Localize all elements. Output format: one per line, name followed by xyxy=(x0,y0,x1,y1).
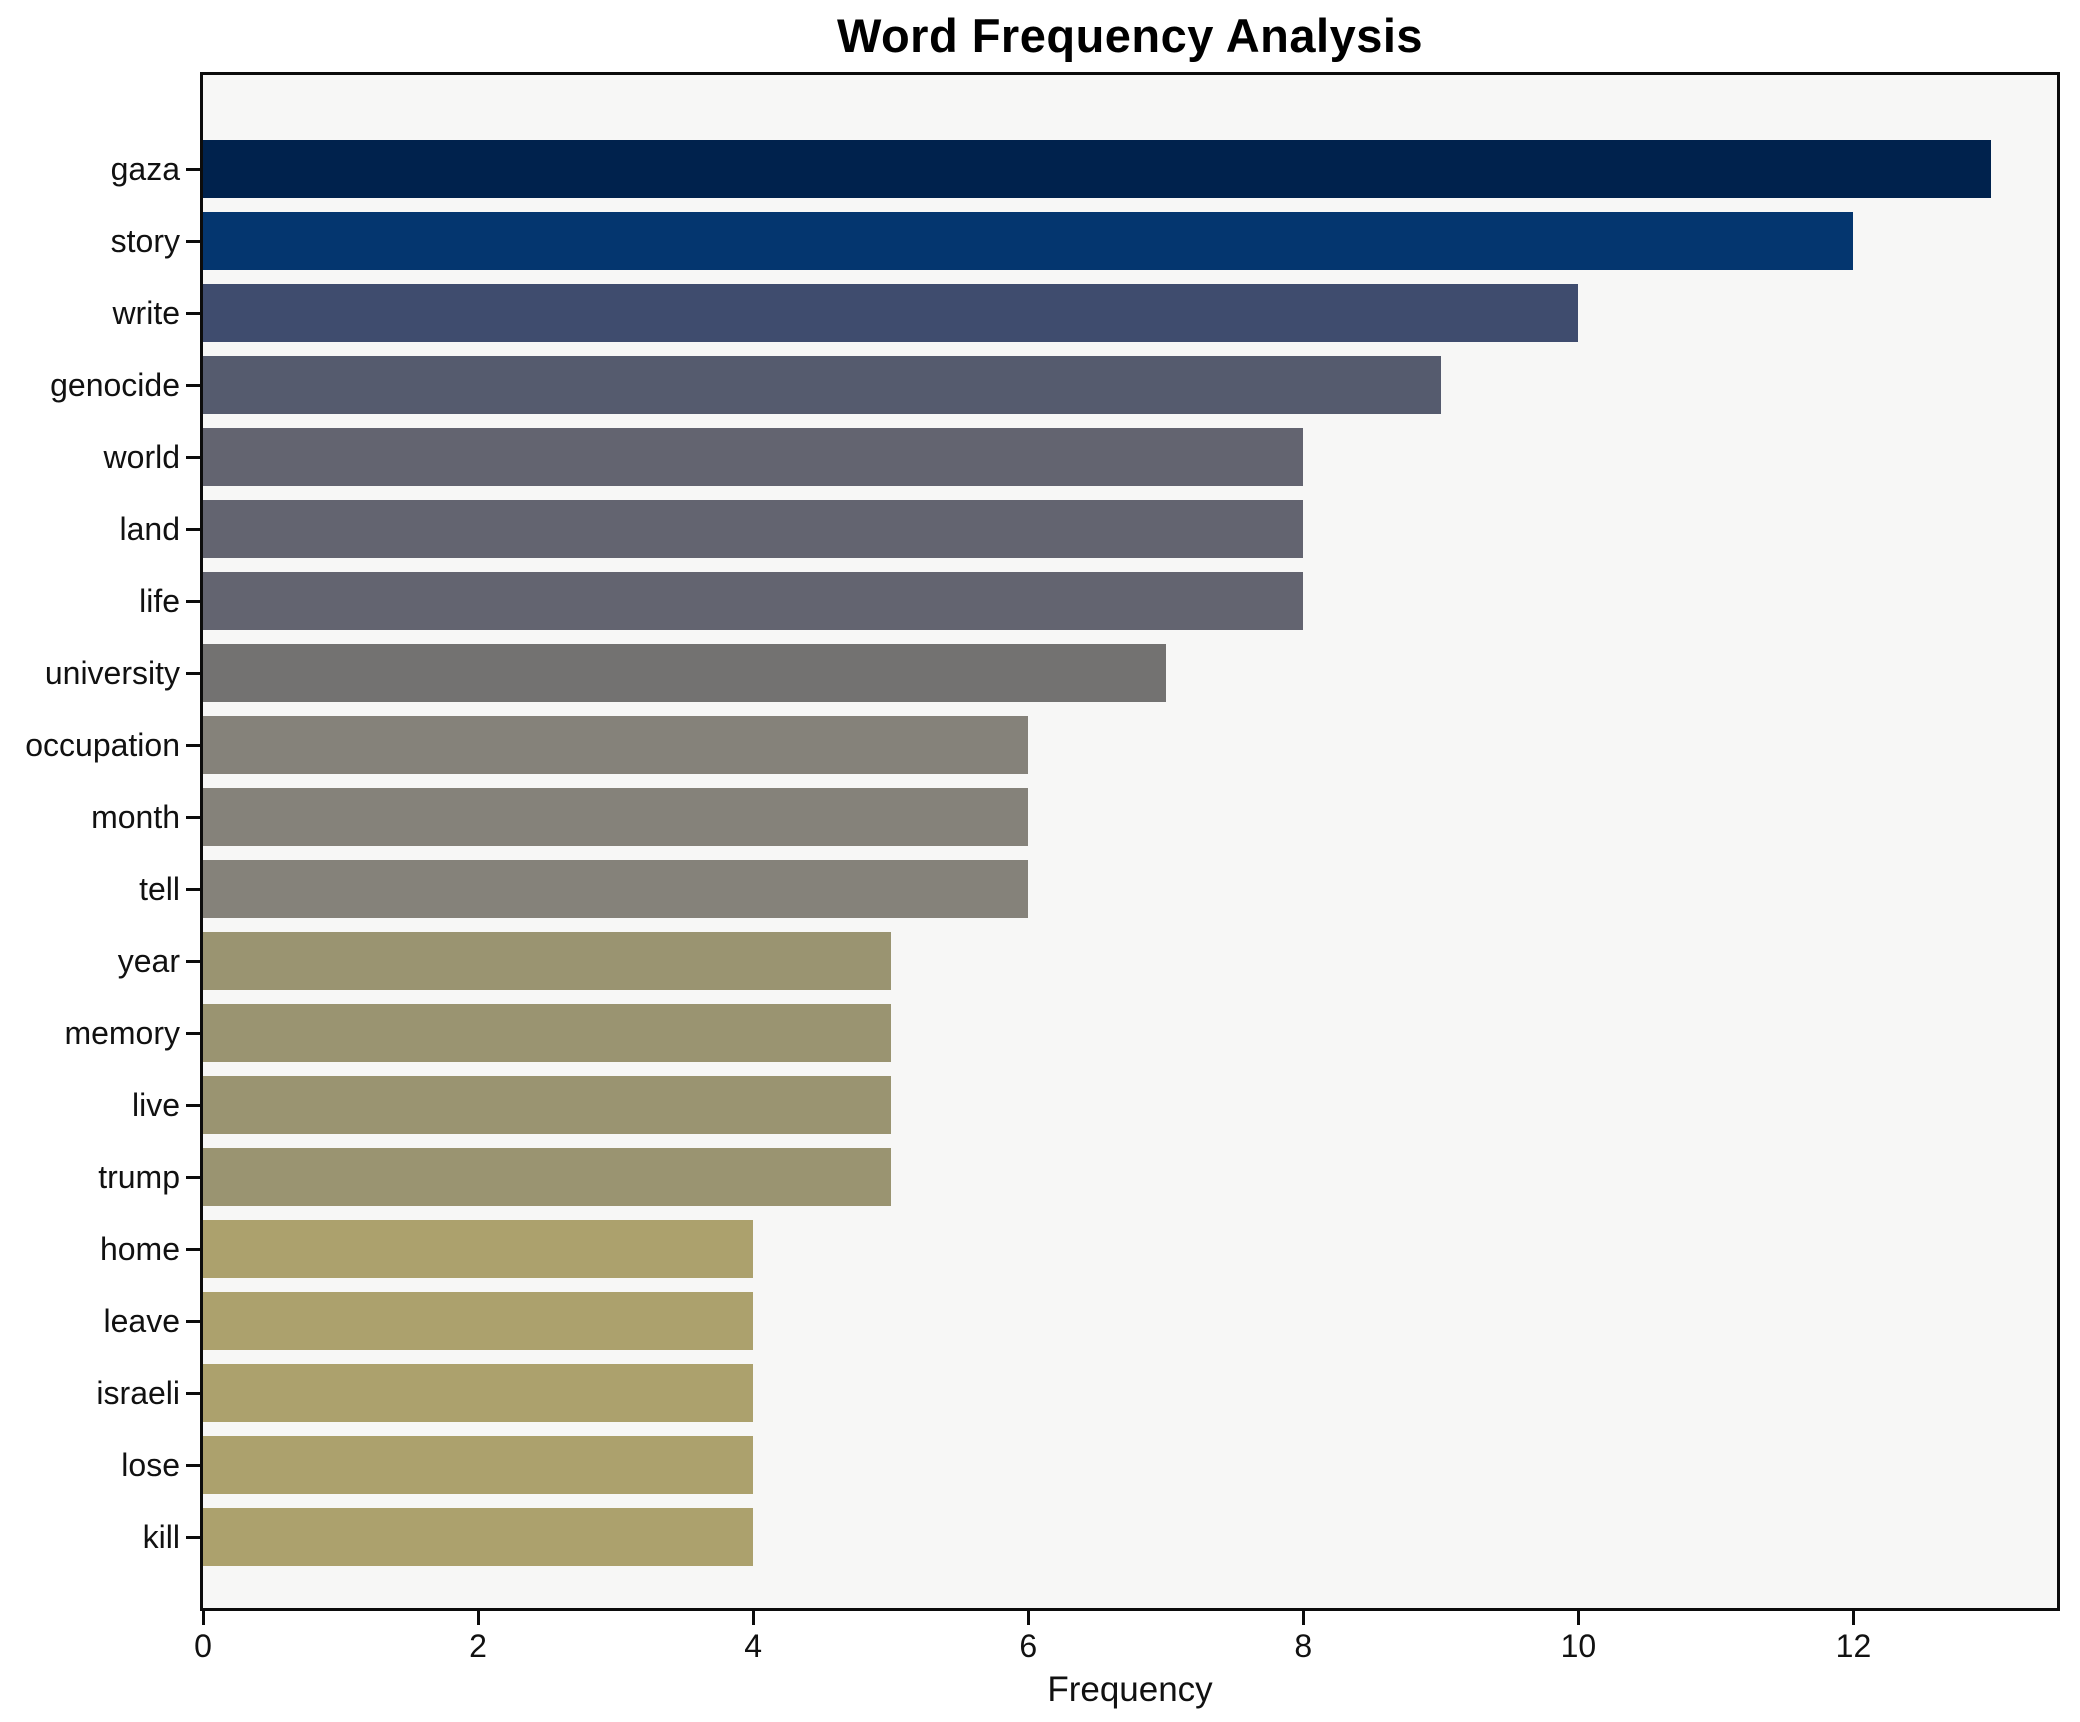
y-axis-label: tell xyxy=(139,871,180,907)
y-axis-label: israeli xyxy=(96,1375,180,1411)
bar-memory xyxy=(203,1004,891,1062)
x-tick-label: 6 xyxy=(1019,1628,1038,1664)
bar-world xyxy=(203,428,1304,486)
bar-land xyxy=(203,500,1304,558)
y-axis-label: leave xyxy=(103,1303,181,1339)
y-tick xyxy=(186,455,200,459)
bar-trump xyxy=(203,1148,891,1206)
bar-genocide xyxy=(203,356,1441,414)
x-tick-label: 0 xyxy=(194,1628,212,1664)
y-tick xyxy=(186,815,200,819)
y-axis-label: year xyxy=(117,943,180,979)
y-tick xyxy=(186,167,200,171)
y-tick xyxy=(186,239,200,243)
bar-tell xyxy=(203,860,1029,918)
y-axis-label: genocide xyxy=(50,367,180,403)
y-axis-label: land xyxy=(119,511,181,547)
y-tick xyxy=(186,1031,200,1035)
x-tick xyxy=(476,1611,480,1625)
y-axis-label: world xyxy=(103,439,180,475)
y-axis-label: life xyxy=(139,583,180,619)
y-axis-label: lose xyxy=(121,1447,180,1483)
x-tick xyxy=(751,1611,755,1625)
x-tick xyxy=(1851,1611,1855,1625)
x-tick-label: 12 xyxy=(1835,1628,1872,1664)
y-axis-label: live xyxy=(131,1087,180,1123)
plot-area xyxy=(186,72,2060,1625)
x-tick-label: 8 xyxy=(1294,1628,1313,1664)
chart-title: Word Frequency Analysis xyxy=(836,9,1424,62)
x-tick xyxy=(1026,1611,1030,1625)
y-axis-label: occupation xyxy=(25,727,180,763)
bar-israeli xyxy=(203,1364,754,1422)
y-tick xyxy=(186,1319,200,1323)
bar-occupation xyxy=(203,716,1029,774)
bar-home xyxy=(203,1220,754,1278)
y-axis-label: story xyxy=(110,223,180,259)
x-tick xyxy=(201,1611,205,1625)
y-tick xyxy=(186,1175,200,1179)
y-axis-label: write xyxy=(112,295,180,331)
y-axis-label: memory xyxy=(64,1015,180,1051)
x-tick-label: 2 xyxy=(469,1628,487,1664)
y-tick xyxy=(186,311,200,315)
y-tick xyxy=(186,383,200,387)
bar-leave xyxy=(203,1292,754,1350)
y-tick xyxy=(186,1535,200,1539)
y-axis-label: home xyxy=(99,1231,180,1267)
y-tick xyxy=(186,1391,200,1395)
x-tick-label: 10 xyxy=(1560,1628,1597,1664)
bar-live xyxy=(203,1076,891,1134)
y-tick xyxy=(186,743,200,747)
bar-lose xyxy=(203,1436,754,1494)
bar-life xyxy=(203,572,1304,630)
y-tick xyxy=(186,671,200,675)
y-tick xyxy=(186,1247,200,1251)
bar-story xyxy=(203,212,1854,270)
bar-month xyxy=(203,788,1029,846)
y-tick xyxy=(186,959,200,963)
x-axis-title: Frequency xyxy=(1047,1670,1213,1709)
y-tick xyxy=(186,887,200,891)
y-tick xyxy=(186,1463,200,1467)
x-tick-label: 4 xyxy=(744,1628,763,1664)
x-tick xyxy=(1576,1611,1580,1625)
y-axis-label: kill xyxy=(142,1519,180,1555)
x-tick xyxy=(1301,1611,1305,1625)
y-tick xyxy=(186,599,200,603)
bar-kill xyxy=(203,1508,754,1566)
y-tick xyxy=(186,527,200,531)
bar-gaza xyxy=(203,140,1991,198)
y-tick xyxy=(186,1103,200,1107)
bar-year xyxy=(203,932,891,990)
y-axis-label: gaza xyxy=(110,151,180,187)
y-axis-label: month xyxy=(91,799,180,835)
bar-write xyxy=(203,284,1579,342)
bar-university xyxy=(203,644,1166,702)
y-axis-label: university xyxy=(44,655,180,691)
y-axis-label: trump xyxy=(98,1159,180,1195)
